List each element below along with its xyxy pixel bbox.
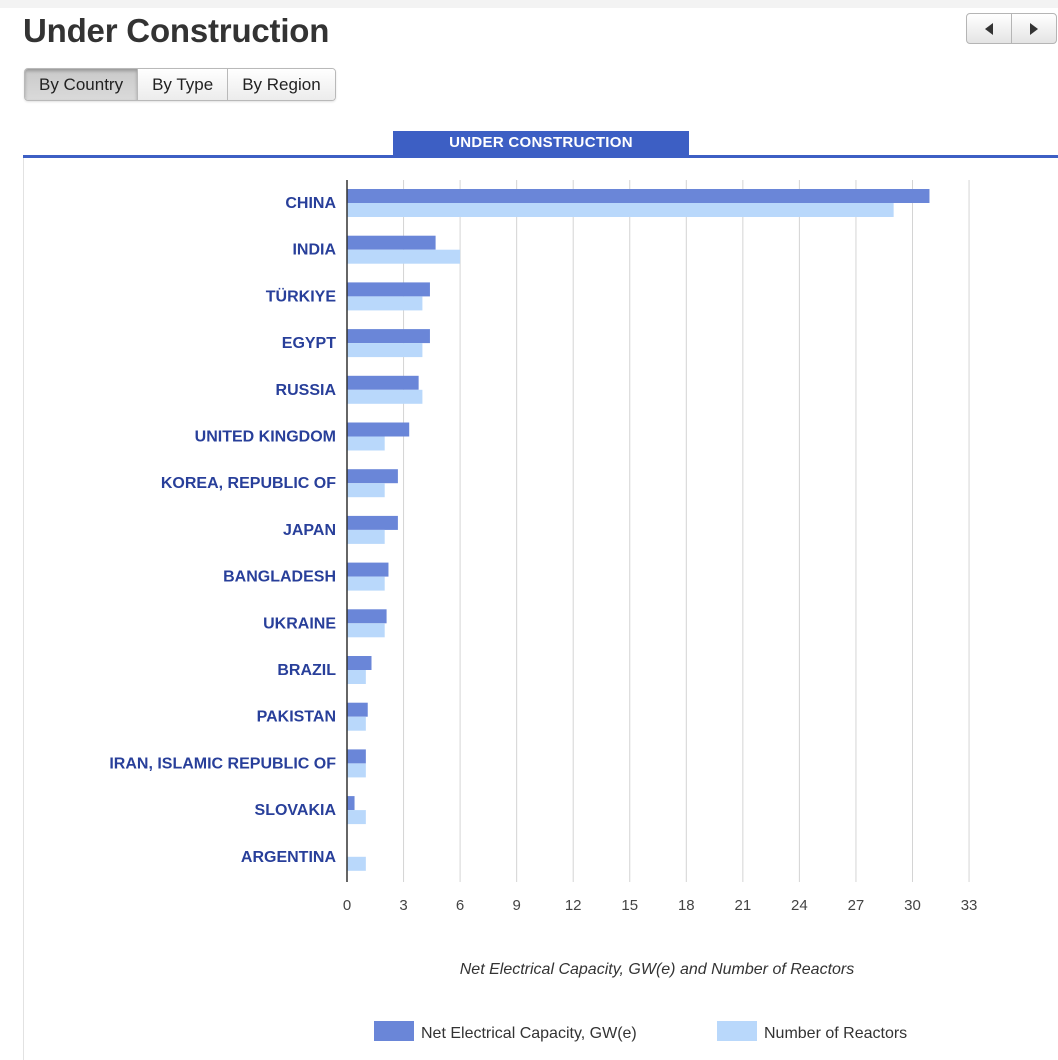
view-tabs: By Country By Type By Region	[24, 68, 336, 101]
bar-reactors[interactable]	[347, 856, 366, 871]
bar-capacity[interactable]	[347, 422, 410, 437]
category-label: UNITED KINGDOM	[195, 429, 336, 446]
x-tick-label: 21	[735, 897, 752, 914]
legend-swatch-capacity	[374, 1021, 414, 1041]
pager	[966, 13, 1057, 44]
x-tick-label: 6	[456, 897, 464, 914]
bar-capacity[interactable]	[347, 329, 430, 344]
bar-reactors[interactable]	[347, 483, 385, 498]
category-label: KOREA, REPUBLIC OF	[161, 475, 336, 492]
x-tick-label: 33	[961, 897, 978, 914]
category-labels: CHINA INDIA TÜRKIYE EGYPT RUSSIA UNITED KINGD…	[109, 195, 336, 866]
bar-capacity[interactable]	[347, 796, 355, 811]
bar-reactors[interactable]	[347, 576, 385, 591]
bar-capacity[interactable]	[347, 749, 366, 764]
next-button[interactable]	[1011, 14, 1056, 43]
bar-reactors[interactable]	[347, 623, 385, 638]
bar-reactors[interactable]	[347, 763, 366, 778]
bar-reactors[interactable]	[347, 296, 423, 311]
x-tick-label: 18	[678, 897, 695, 914]
category-label: BRAZIL	[277, 662, 336, 679]
category-label: PAKISTAN	[257, 709, 336, 726]
bar-reactors[interactable]	[347, 810, 366, 825]
prev-button[interactable]	[967, 14, 1011, 43]
category-label: CHINA	[285, 195, 336, 212]
page-title: Under Construction	[23, 12, 330, 49]
bar-capacity[interactable]	[347, 189, 930, 203]
category-label: EGYPT	[282, 335, 336, 352]
bar-capacity[interactable]	[347, 702, 368, 717]
grid-lines	[403, 180, 970, 882]
triangle-left-icon	[985, 22, 993, 35]
x-tick-labels: 0 3 6 9 12 15 18 21 24 27 30 33	[343, 897, 978, 914]
tab-by-region[interactable]: By Region	[227, 69, 335, 100]
category-label: JAPAN	[283, 522, 336, 539]
bar-capacity[interactable]	[347, 282, 430, 297]
bar-capacity[interactable]	[347, 469, 398, 484]
legend-label-capacity: Net Electrical Capacity, GW(e)	[421, 1025, 637, 1042]
legend: Net Electrical Capacity, GW(e) Number of…	[374, 1021, 907, 1042]
tab-by-country[interactable]: By Country	[25, 69, 138, 100]
x-axis-title: Net Electrical Capacity, GW(e) and Numbe…	[460, 961, 855, 978]
category-label: SLOVAKIA	[255, 802, 337, 819]
legend-swatch-reactors	[717, 1021, 757, 1041]
chart-title: UNDER CONSTRUCTION	[393, 131, 689, 155]
bar-capacity[interactable]	[347, 235, 436, 250]
bar-capacity[interactable]	[347, 375, 419, 390]
x-tick-label: 15	[621, 897, 638, 914]
bar-reactors[interactable]	[347, 716, 366, 731]
bar-reactors[interactable]	[347, 343, 423, 358]
bar-reactors[interactable]	[347, 389, 423, 404]
x-tick-label: 30	[904, 897, 921, 914]
category-label: INDIA	[292, 242, 336, 259]
x-tick-label: 27	[848, 897, 865, 914]
bar-reactors[interactable]	[347, 203, 894, 217]
bar-reactors[interactable]	[347, 436, 385, 451]
bar-capacity[interactable]	[347, 656, 372, 670]
x-tick-label: 3	[399, 897, 407, 914]
legend-label-reactors: Number of Reactors	[764, 1025, 907, 1042]
category-label: BANGLADESH	[223, 569, 336, 586]
category-label: RUSSIA	[276, 382, 337, 399]
x-tick-label: 24	[791, 897, 808, 914]
chart-frame-left	[23, 158, 24, 1060]
bars	[347, 189, 930, 871]
bar-reactors[interactable]	[347, 249, 461, 264]
bar-capacity[interactable]	[347, 562, 389, 577]
x-tick-label: 0	[343, 897, 351, 914]
chart-title-rule	[23, 155, 1058, 158]
x-tick-label: 12	[565, 897, 582, 914]
category-label: TÜRKIYE	[266, 286, 337, 305]
tab-by-type[interactable]: By Type	[137, 69, 228, 100]
category-label: ARGENTINA	[241, 849, 337, 866]
bar-reactors[interactable]	[347, 670, 366, 684]
category-label: UKRAINE	[263, 615, 336, 632]
bar-reactors[interactable]	[347, 529, 385, 544]
triangle-right-icon	[1030, 22, 1038, 35]
category-label: IRAN, ISLAMIC REPUBLIC OF	[109, 755, 336, 772]
x-tick-label: 9	[512, 897, 520, 914]
bar-capacity[interactable]	[347, 515, 398, 530]
bar-capacity[interactable]	[347, 609, 387, 624]
top-strip	[0, 0, 1058, 8]
